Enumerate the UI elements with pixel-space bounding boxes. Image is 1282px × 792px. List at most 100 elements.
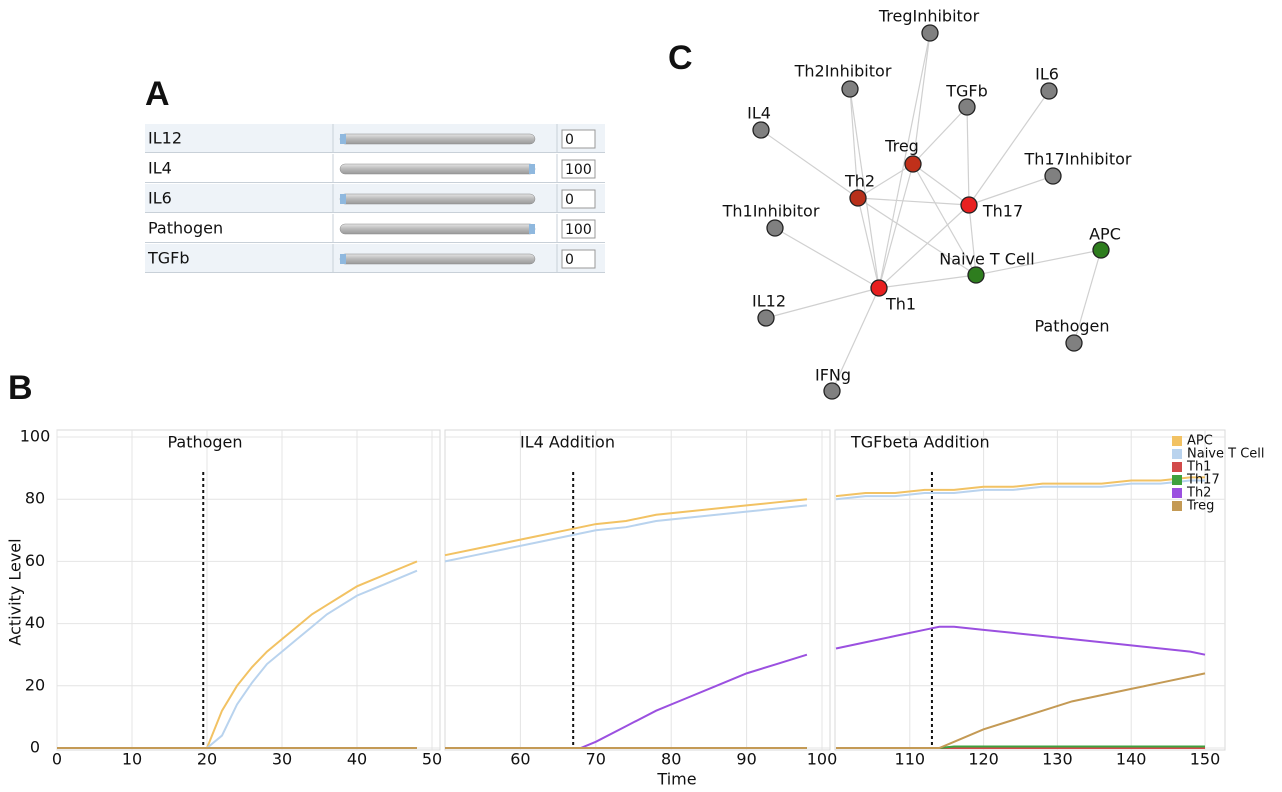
x-tick-label: 0 — [52, 750, 62, 769]
legend-label: Th2 — [1186, 486, 1211, 501]
node-label: Th1Inhibitor — [722, 202, 820, 221]
slider-knob[interactable] — [340, 194, 346, 204]
node-label: Naive T Cell — [939, 250, 1034, 269]
network-edge — [878, 204, 970, 289]
series-line — [836, 672, 1206, 749]
network-edge — [857, 197, 970, 206]
network-edges — [760, 32, 1102, 392]
slider-track[interactable] — [339, 223, 536, 235]
y-tick-label: 0 — [30, 738, 40, 757]
legend-swatch — [1172, 462, 1182, 472]
node-label: Th2Inhibitor — [794, 62, 892, 81]
slider-knob[interactable] — [529, 164, 535, 174]
legend-swatch — [1172, 449, 1182, 459]
node-label: Th2 — [844, 172, 875, 191]
slider-knob[interactable] — [340, 134, 346, 144]
network-edge — [849, 88, 880, 289]
network-edge — [968, 175, 1054, 206]
plot-frame — [56, 429, 441, 751]
x-tick-label: 20 — [197, 750, 217, 769]
network-edge — [878, 32, 931, 289]
network-node — [766, 219, 784, 237]
slider-name: Pathogen — [148, 219, 223, 238]
network-node — [1065, 334, 1083, 352]
y-tick-label: 40 — [25, 613, 45, 632]
slider-track[interactable] — [339, 133, 536, 145]
value-box[interactable] — [561, 249, 596, 269]
x-tick-label: 60 — [510, 750, 530, 769]
x-tick-label: 140 — [1116, 750, 1147, 769]
node-label: Treg — [884, 137, 919, 156]
network-edge — [912, 163, 970, 206]
x-tick-label: 10 — [122, 750, 142, 769]
network-edge — [857, 163, 914, 199]
panel-label: C — [668, 39, 693, 77]
network-node — [1092, 241, 1110, 259]
network-edge — [849, 88, 859, 199]
x-tick-label: 80 — [661, 750, 681, 769]
network-edge — [765, 287, 880, 319]
slider-value: 100 — [565, 162, 592, 178]
network-node — [823, 382, 841, 400]
x-tick-label: 70 — [586, 750, 606, 769]
network-edge — [857, 197, 977, 276]
legend-label: Naive T Cell — [1187, 447, 1265, 462]
x-tick-label: 30 — [272, 750, 292, 769]
network-edge — [831, 287, 880, 392]
legend-swatch — [1172, 488, 1182, 498]
chart-title: Pathogen — [167, 433, 242, 452]
slider-track[interactable] — [339, 163, 536, 175]
node-label: IL12 — [752, 292, 786, 311]
slider-knob[interactable] — [529, 224, 535, 234]
network-node — [849, 189, 867, 207]
value-box[interactable] — [561, 129, 596, 149]
network-edge — [912, 106, 968, 165]
x-axis-label: Time — [656, 770, 696, 789]
value-box[interactable] — [561, 159, 596, 179]
network-edge — [878, 274, 977, 289]
slider-knob[interactable] — [340, 254, 346, 264]
slider-name: TGFb — [147, 249, 190, 268]
slider-track[interactable] — [339, 193, 536, 205]
slider-name: IL6 — [148, 189, 172, 208]
x-tick-label: 90 — [736, 750, 756, 769]
value-box[interactable] — [561, 189, 596, 209]
network-edge — [912, 32, 931, 165]
network-edge — [968, 204, 977, 276]
legend-label: APC — [1187, 434, 1213, 449]
node-label: Th17Inhibitor — [1024, 150, 1132, 169]
plot-frame — [444, 429, 831, 751]
plot-frame — [834, 429, 1226, 751]
network-node — [757, 309, 775, 327]
chart-title: TGFbeta Addition — [850, 433, 990, 452]
series-line — [835, 476, 1205, 498]
x-tick-label: 130 — [1042, 750, 1073, 769]
slider-name: IL12 — [148, 129, 182, 148]
x-tick-label: 150 — [1190, 750, 1221, 769]
y-tick-label: 100 — [20, 427, 51, 446]
legend-swatch — [1172, 436, 1182, 446]
y-axis-label: Activity Level — [6, 538, 25, 645]
slider-track[interactable] — [339, 253, 536, 265]
slider-value: 100 — [565, 222, 592, 238]
network-node — [960, 196, 978, 214]
series-line — [444, 498, 808, 557]
network-node — [958, 98, 976, 116]
y-tick-label: 80 — [25, 489, 45, 508]
panel-label: B — [8, 369, 33, 407]
network-edge — [968, 90, 1050, 206]
slider-value: 0 — [565, 252, 574, 268]
node-label: TregInhibitor — [878, 7, 980, 26]
network-node — [921, 24, 939, 42]
slider-name: IL4 — [148, 159, 172, 178]
x-tick-label: 110 — [895, 750, 926, 769]
node-label: Th17 — [982, 202, 1023, 221]
network-node — [904, 155, 922, 173]
value-box[interactable] — [561, 219, 596, 239]
slider-value: 0 — [565, 192, 574, 208]
network-edge — [912, 163, 977, 276]
network-node — [841, 80, 859, 98]
network-edge — [878, 163, 914, 289]
chart-title: IL4 Addition — [520, 433, 615, 452]
